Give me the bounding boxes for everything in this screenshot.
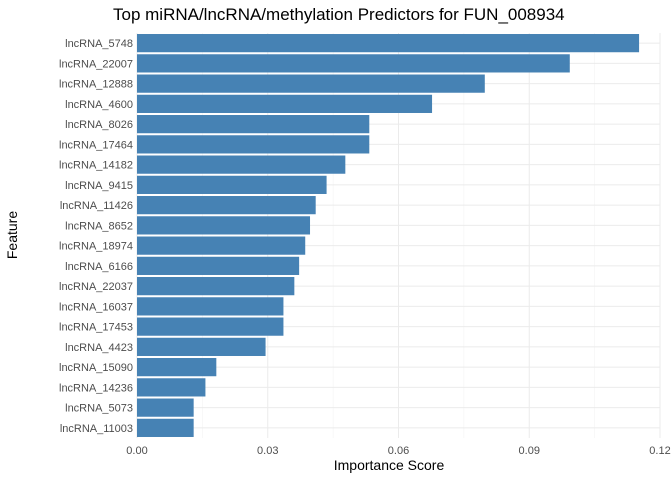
bar [137, 216, 311, 235]
y-tick-label: lncRNA_11426 [60, 200, 133, 212]
bar [137, 196, 316, 215]
y-tick-label: lncRNA_16037 [59, 301, 133, 313]
bar [137, 74, 485, 93]
y-tick-label: lncRNA_18974 [59, 241, 133, 253]
bar [137, 115, 370, 134]
y-tick-label: lncRNA_4423 [65, 342, 133, 354]
x-tick-label: 0.06 [388, 445, 409, 457]
y-tick-label: lncRNA_5073 [65, 403, 133, 415]
bar [137, 297, 284, 316]
x-axis-title: Importance Score [334, 457, 445, 473]
bar [137, 175, 327, 194]
bar [137, 358, 217, 377]
chart-title: Top miRNA/lncRNA/methylation Predictors … [113, 5, 565, 24]
y-tick-label: lncRNA_14236 [59, 382, 133, 394]
y-tick-label: lncRNA_11003 [60, 423, 133, 435]
bar [137, 54, 570, 73]
y-tick-label: lncRNA_22037 [59, 281, 133, 293]
y-tick-label: lncRNA_12888 [59, 79, 133, 91]
y-axis-title: Feature [4, 211, 20, 259]
bar [137, 398, 194, 417]
x-tick-label: 0.09 [519, 445, 540, 457]
y-tick-label: lncRNA_4600 [65, 99, 133, 111]
bar [137, 236, 306, 255]
y-tick-label: lncRNA_14182 [59, 160, 133, 172]
y-tick-label: lncRNA_6166 [65, 261, 133, 273]
x-tick-label: 0.03 [257, 445, 278, 457]
y-tick-label: lncRNA_5748 [65, 38, 133, 50]
y-tick-labels: lncRNA_5748 lncRNA_22007 lncRNA_12888 lncRN… [59, 38, 133, 435]
bar [137, 378, 206, 397]
bar [137, 94, 433, 113]
bar [137, 135, 370, 154]
y-tick-label: lncRNA_8652 [65, 220, 133, 232]
bar [137, 277, 295, 296]
bar [137, 418, 194, 437]
y-tick-label: lncRNA_8026 [65, 119, 133, 131]
bar [137, 256, 300, 275]
bar [137, 34, 640, 53]
grid [136, 33, 661, 438]
x-tick-labels: 0.00 0.03 0.06 0.09 0.12 [126, 445, 670, 457]
y-tick-label: lncRNA_17464 [59, 139, 133, 151]
y-tick-label: lncRNA_22007 [59, 58, 133, 70]
x-tick-label: 0.00 [126, 445, 147, 457]
y-tick-label: lncRNA_9415 [65, 180, 133, 192]
y-tick-label: lncRNA_17453 [59, 322, 133, 334]
y-tick-label: lncRNA_15090 [59, 362, 133, 374]
bar [137, 155, 346, 174]
bars [137, 34, 640, 437]
bar [137, 337, 266, 356]
x-tick-label: 0.12 [649, 445, 670, 457]
bar [137, 317, 284, 336]
